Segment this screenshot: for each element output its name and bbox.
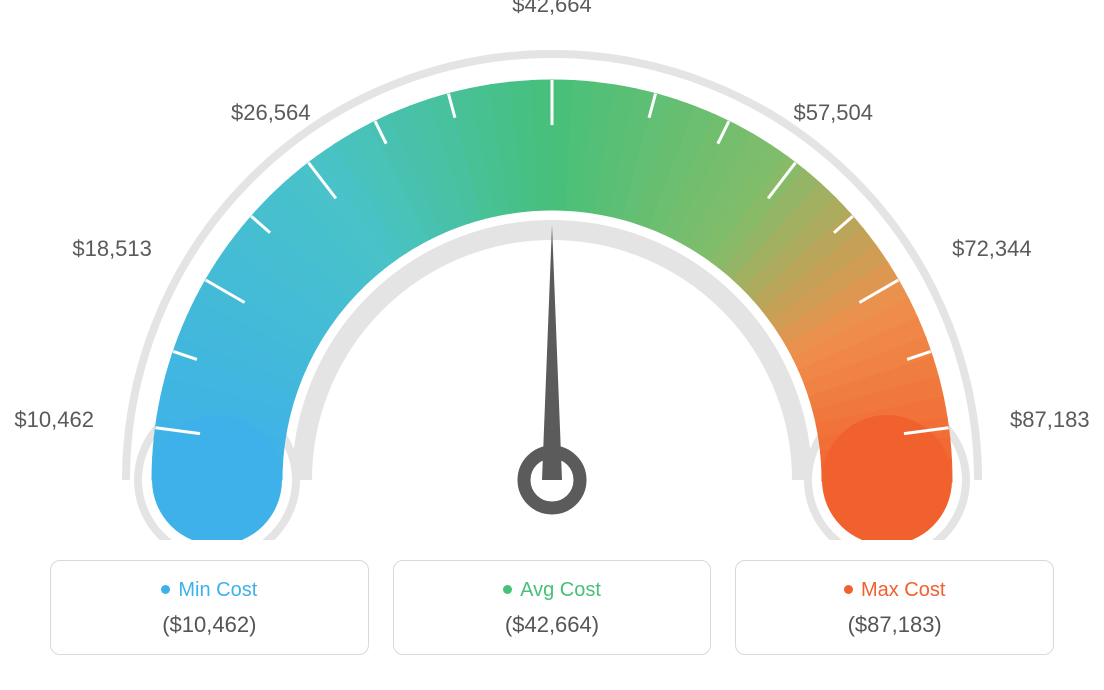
avg-cost-dot bbox=[503, 585, 512, 594]
gauge-tick-label: $18,513 bbox=[72, 236, 152, 262]
gauge-tick-label: $87,183 bbox=[1010, 407, 1090, 433]
avg-cost-value: ($42,664) bbox=[404, 612, 701, 638]
min-cost-card: Min Cost ($10,462) bbox=[50, 560, 369, 655]
max-cost-title: Max Cost bbox=[746, 579, 1043, 602]
max-cost-label: Max Cost bbox=[861, 579, 945, 601]
summary-cards: Min Cost ($10,462) Avg Cost ($42,664) Ma… bbox=[20, 560, 1084, 655]
max-cost-card: Max Cost ($87,183) bbox=[735, 560, 1054, 655]
gauge-tick-label: $10,462 bbox=[14, 407, 94, 433]
min-cost-title: Min Cost bbox=[61, 579, 358, 602]
min-cost-value: ($10,462) bbox=[61, 612, 358, 638]
max-cost-value: ($87,183) bbox=[746, 612, 1043, 638]
gauge-tick-label: $72,344 bbox=[952, 236, 1032, 262]
avg-cost-label: Avg Cost bbox=[520, 579, 601, 601]
avg-cost-title: Avg Cost bbox=[404, 579, 701, 602]
min-cost-dot bbox=[161, 585, 170, 594]
avg-cost-card: Avg Cost ($42,664) bbox=[393, 560, 712, 655]
gauge-svg bbox=[22, 20, 1082, 540]
min-cost-label: Min Cost bbox=[178, 579, 257, 601]
max-cost-dot bbox=[844, 585, 853, 594]
gauge-tick-label: $42,664 bbox=[512, 0, 592, 18]
gauge-tick-label: $26,564 bbox=[231, 100, 311, 126]
gauge-chart: $10,462$18,513$26,564$42,664$57,504$72,3… bbox=[22, 20, 1082, 540]
gauge-tick-label: $57,504 bbox=[793, 100, 873, 126]
